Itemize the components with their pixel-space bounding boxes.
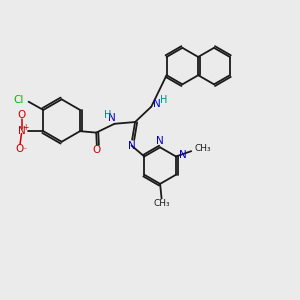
Text: N: N	[178, 150, 186, 160]
Text: O: O	[15, 144, 24, 154]
Text: +: +	[22, 123, 28, 132]
Text: ⁻: ⁻	[23, 145, 27, 154]
Text: Cl: Cl	[13, 95, 23, 105]
Text: N: N	[153, 99, 160, 109]
Text: N: N	[108, 113, 116, 124]
Text: CH₃: CH₃	[154, 200, 170, 208]
Text: CH₃: CH₃	[194, 144, 211, 153]
Text: O: O	[93, 145, 101, 155]
Text: H: H	[160, 95, 167, 105]
Text: N: N	[156, 136, 164, 146]
Text: O: O	[17, 110, 26, 120]
Text: H: H	[104, 110, 112, 120]
Text: N: N	[128, 141, 135, 151]
Text: N: N	[18, 126, 26, 136]
